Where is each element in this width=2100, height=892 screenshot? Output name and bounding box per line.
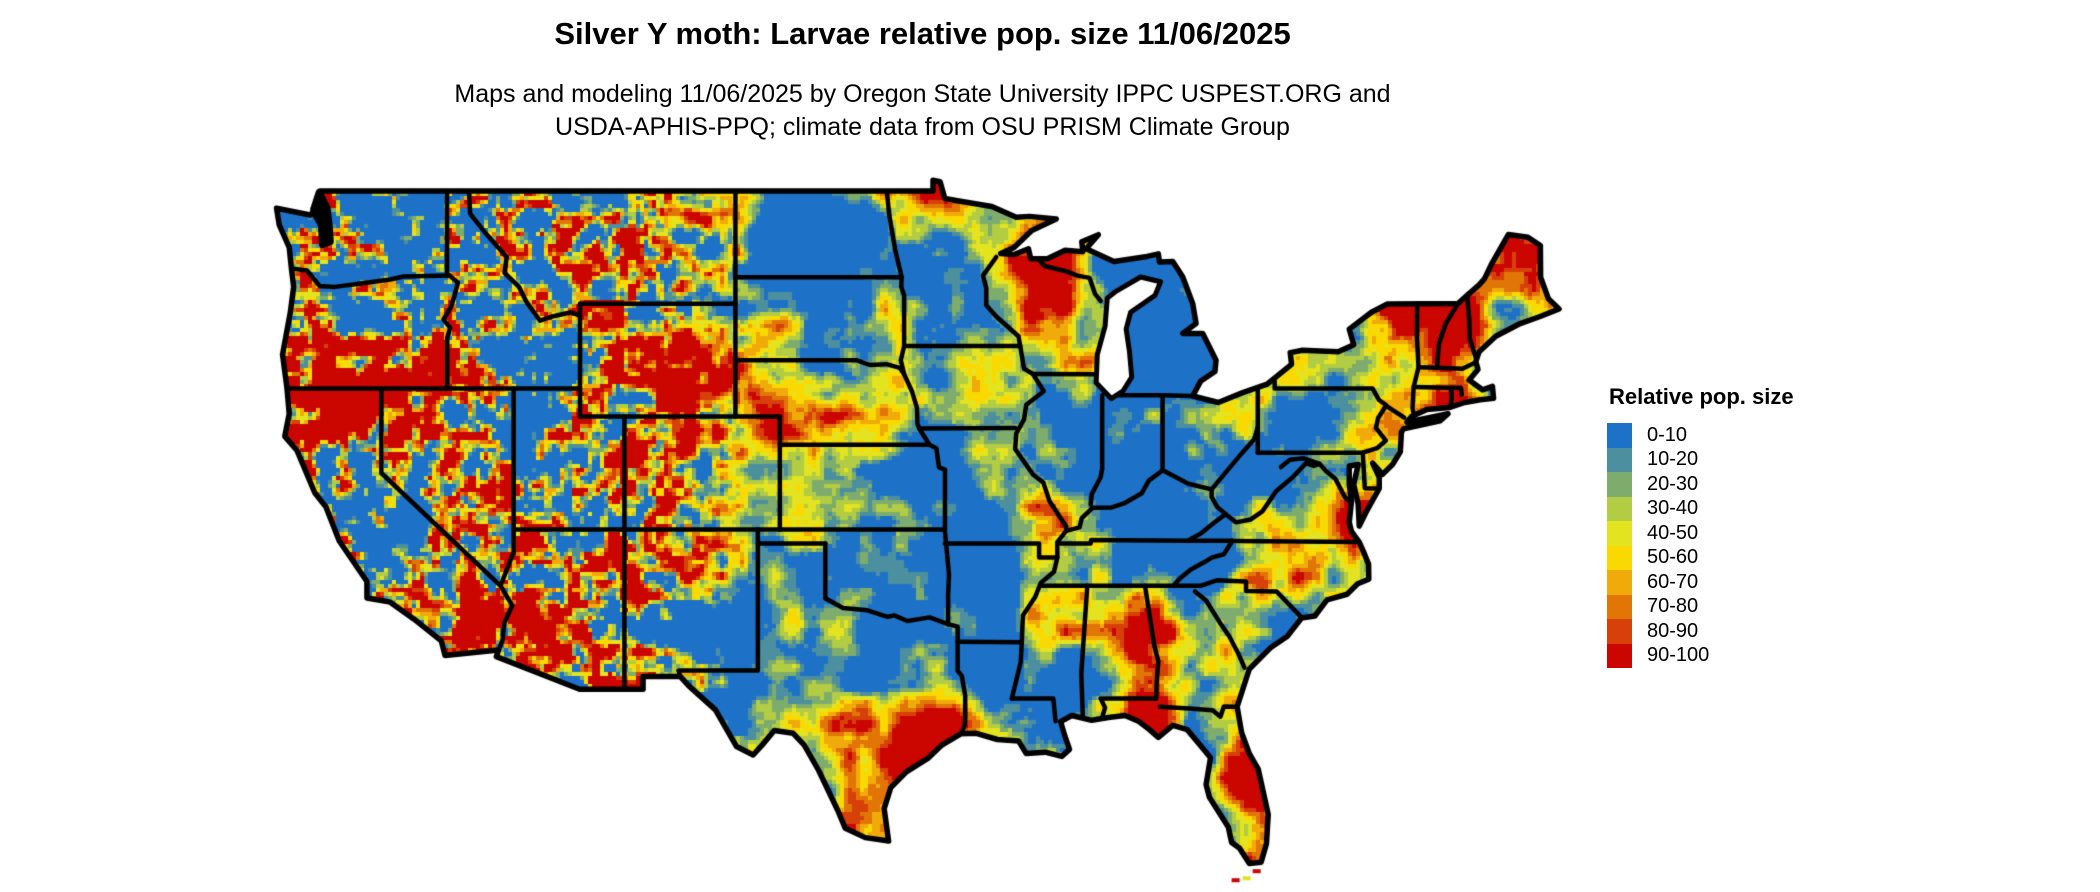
legend-entry-label: 30-40 bbox=[1647, 497, 1699, 520]
legend-rows: 0-10 10-20 20-30 30-40 40-50 50-60 60-70 70-80 8… bbox=[1607, 423, 1794, 668]
legend-entry-label: 80-90 bbox=[1647, 619, 1699, 642]
legend-color-swatch bbox=[1607, 570, 1632, 595]
legend-entry: 40-50 bbox=[1607, 521, 1794, 546]
legend: Relative pop. size 0-10 10-20 20-30 30-40 40… bbox=[1607, 384, 1794, 668]
legend-entry: 0-10 bbox=[1607, 423, 1794, 448]
legend-color-swatch bbox=[1607, 545, 1632, 570]
legend-color-swatch bbox=[1607, 521, 1632, 546]
legend-entry: 80-90 bbox=[1607, 619, 1794, 644]
legend-entry-label: 10-20 bbox=[1647, 448, 1699, 471]
legend-entry-label: 40-50 bbox=[1647, 521, 1699, 544]
legend-color-swatch bbox=[1607, 496, 1632, 521]
legend-entry-label: 60-70 bbox=[1647, 570, 1699, 593]
legend-entry: 60-70 bbox=[1607, 570, 1794, 595]
legend-color-swatch bbox=[1607, 472, 1632, 497]
legend-title: Relative pop. size bbox=[1609, 384, 1794, 409]
legend-entry: 30-40 bbox=[1607, 496, 1794, 521]
legend-entry-label: 70-80 bbox=[1647, 595, 1699, 618]
legend-entry-label: 0-10 bbox=[1647, 423, 1688, 446]
legend-color-swatch bbox=[1607, 619, 1632, 644]
legend-entry: 70-80 bbox=[1607, 594, 1794, 619]
legend-entry: 20-30 bbox=[1607, 472, 1794, 497]
legend-entry-label: 50-60 bbox=[1647, 546, 1699, 569]
legend-color-swatch bbox=[1607, 594, 1632, 619]
legend-entry: 90-100 bbox=[1607, 643, 1794, 668]
legend-entry-label: 20-30 bbox=[1647, 472, 1699, 495]
legend-color-swatch bbox=[1607, 447, 1632, 472]
legend-entry: 10-20 bbox=[1607, 447, 1794, 472]
legend-color-swatch bbox=[1607, 423, 1632, 448]
legend-entry-label: 90-100 bbox=[1647, 644, 1710, 667]
legend-entry: 50-60 bbox=[1607, 545, 1794, 570]
legend-color-swatch bbox=[1607, 643, 1632, 668]
